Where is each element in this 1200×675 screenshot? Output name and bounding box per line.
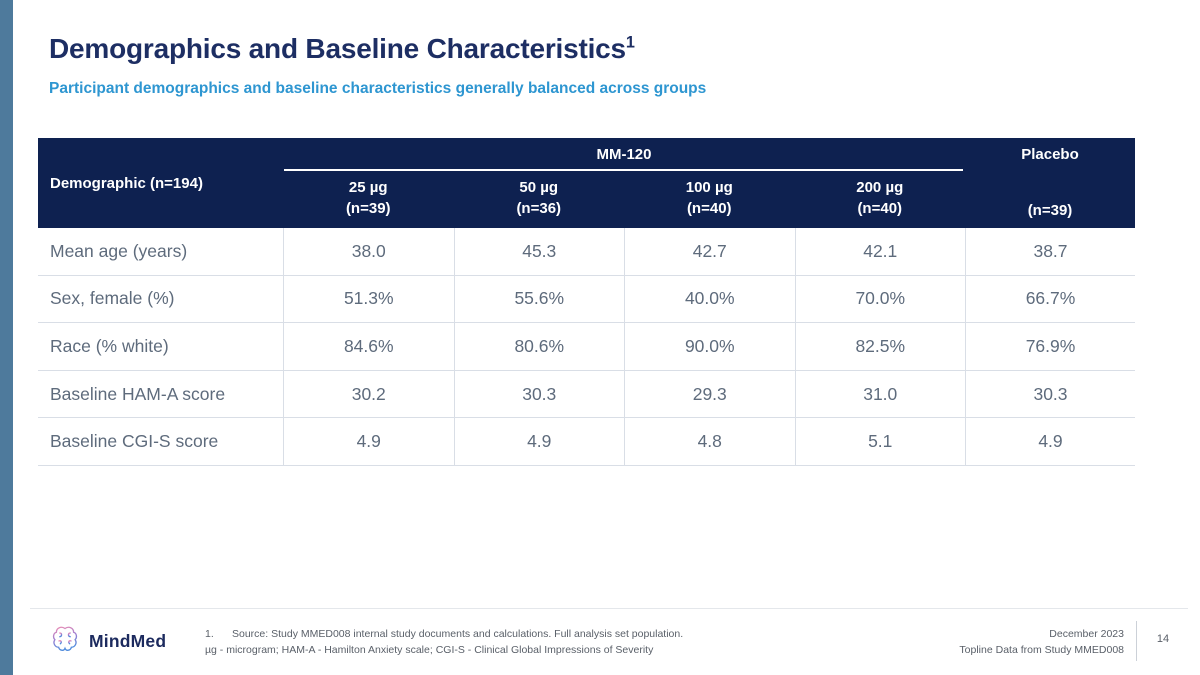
table-row: Sex, female (%) 51.3% 55.6% 40.0% 70.0% … [38,275,1135,324]
column-header-placebo: Placebo (n=39) [965,138,1135,228]
page-subtitle: Participant demographics and baseline ch… [49,80,707,97]
cell-value: 82.5% [794,323,966,370]
footnote-source: 1. Source: Study MMED008 internal study d… [205,626,683,642]
mm120-underline [284,169,963,171]
dose-label: 100 µg [685,178,733,196]
column-header-25ug: 25 µg (n=39) [283,177,454,219]
row-label: Baseline CGI-S score [50,431,219,452]
mindmed-logo: MindMed [50,624,166,659]
page-number-divider [1136,621,1137,661]
dose-n: (n=36) [516,199,562,217]
row-label: Sex, female (%) [50,288,175,309]
footer-right: December 2023 Topline Data from Study MM… [959,626,1124,658]
column-header-demographic: Demographic (n=194) [50,174,203,192]
cell-value: 4.8 [624,418,795,465]
footnote-abbreviations: µg - microgram; HAM-A - Hamilton Anxiety… [205,644,654,656]
cell-value: 30.2 [283,370,454,418]
dose-n: (n=39) [345,199,391,217]
footer-divider [30,608,1188,609]
footer-study: Topline Data from Study MMED008 [959,644,1124,656]
cell-value: 4.9 [965,418,1135,465]
footnote-source-text: Source: Study MMED008 internal study doc… [232,628,684,640]
column-header-50ug: 50 µg (n=36) [454,177,625,219]
cell-value: 31.0 [794,370,966,418]
title-footnote-marker: 1 [625,33,635,52]
cell-value: 38.0 [283,228,454,275]
cell-value: 70.0% [794,275,966,323]
cell-value: 51.3% [283,275,454,323]
cell-value: 42.1 [794,228,966,275]
footer-date: December 2023 [1049,628,1124,640]
table-row: Race (% white) 84.6% 80.6% 90.0% 82.5% 7… [38,323,1135,371]
mm120-group-header: MM-120 25 µg (n=39) 50 µg (n=36) 100 µg … [283,138,965,228]
table-body: Mean age (years) 38.0 45.3 42.7 42.1 38.… [38,228,1135,466]
cell-value: 45.3 [453,228,625,275]
cell-value: 29.3 [624,370,795,418]
dose-label: 200 µg [856,178,904,196]
demographics-table: Demographic (n=194) MM-120 25 µg (n=39) … [38,138,1135,466]
table-row: Baseline HAM-A score 30.2 30.3 29.3 31.0… [38,370,1135,419]
dose-n: (n=40) [686,199,732,217]
cell-value: 80.6% [453,323,625,370]
column-header-100ug: 100 µg (n=40) [624,177,795,219]
cell-value: 4.9 [283,418,454,465]
page-title-text: Demographics and Baseline Characteristic… [49,33,626,64]
dose-label: 25 µg [348,178,388,196]
cell-value: 90.0% [624,323,795,370]
row-label: Race (% white) [50,335,169,356]
page-number: 14 [1156,633,1170,645]
table-header: Demographic (n=194) MM-120 25 µg (n=39) … [38,138,1135,228]
placebo-n: (n=39) [1027,202,1073,219]
mm120-group-label: MM-120 [596,146,652,163]
cell-value: 38.7 [965,228,1135,275]
table-row: Baseline CGI-S score 4.9 4.9 4.8 5.1 4.9 [38,418,1135,466]
cell-value: 84.6% [283,323,454,370]
cell-value: 5.1 [794,418,966,465]
page-title: Demographics and Baseline Characteristic… [49,33,635,65]
placebo-label: Placebo [1021,146,1079,163]
cell-value: 30.3 [453,370,625,418]
footnotes: 1. Source: Study MMED008 internal study d… [205,626,683,658]
cell-value: 76.9% [965,323,1135,370]
cell-value: 42.7 [624,228,795,275]
table-row: Mean age (years) 38.0 45.3 42.7 42.1 38.… [38,228,1135,276]
cell-value: 4.9 [453,418,625,465]
dose-n: (n=40) [857,199,903,217]
left-accent-bar [0,0,13,675]
footnote-number: 1. [205,628,214,640]
cell-value: 55.6% [453,275,625,323]
cell-value: 30.3 [965,370,1135,418]
brain-icon [50,624,80,659]
cell-value: 66.7% [965,275,1135,323]
row-label: Baseline HAM-A score [50,383,226,404]
cell-value: 40.0% [624,275,795,323]
column-header-200ug: 200 µg (n=40) [795,177,966,219]
dose-label: 50 µg [519,178,559,196]
dose-column-headers: 25 µg (n=39) 50 µg (n=36) 100 µg (n=40) … [283,177,965,219]
logo-wordmark: MindMed [89,631,167,651]
row-label: Mean age (years) [50,240,188,261]
